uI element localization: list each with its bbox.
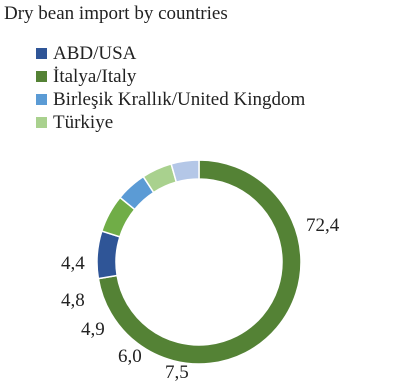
legend-swatch xyxy=(36,94,47,105)
data-label-united-kingdom: 4,9 xyxy=(81,319,105,340)
legend-item-italy: İtalya/Italy xyxy=(36,65,305,88)
legend: ABD/USA İtalya/Italy Birleşik Krallık/Un… xyxy=(36,42,305,134)
legend-label: Birleşik Krallık/United Kingdom xyxy=(53,88,306,110)
data-label-6-0: 6,0 xyxy=(118,346,142,367)
legend-label: Türkiye xyxy=(53,111,114,133)
data-label-turkiye: 4,8 xyxy=(61,290,85,311)
legend-swatch xyxy=(36,117,47,128)
slice-usa xyxy=(96,230,121,280)
legend-item-usa: ABD/USA xyxy=(36,42,305,65)
legend-item-united-kingdom: Birleşik Krallık/United Kingdom xyxy=(36,88,305,111)
legend-swatch xyxy=(36,48,47,59)
data-label-4-4: 4,4 xyxy=(61,253,85,274)
slice-italy xyxy=(97,159,302,365)
legend-label: İtalya/Italy xyxy=(53,65,137,87)
data-label-usa: 7,5 xyxy=(165,362,189,383)
data-label-italy: 72,4 xyxy=(306,215,340,236)
legend-item-turkiye: Türkiye xyxy=(36,111,305,134)
legend-label: ABD/USA xyxy=(53,42,137,64)
chart-title: Dry bean import by countries xyxy=(4,3,228,24)
slice-4-4 xyxy=(170,159,200,184)
legend-swatch xyxy=(36,71,47,82)
